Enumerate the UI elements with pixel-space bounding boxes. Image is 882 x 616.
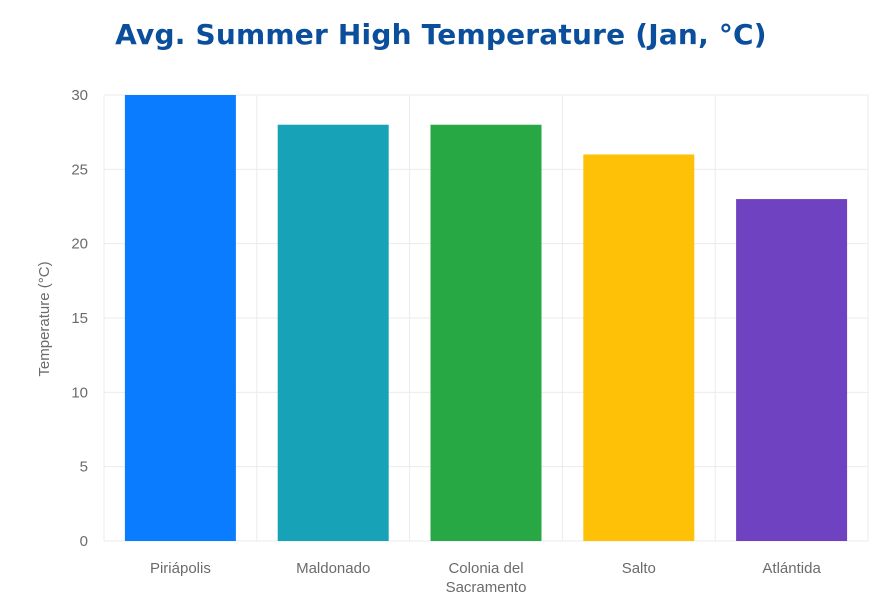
bars [124,95,848,542]
bar [124,95,236,541]
y-tick-label: 15 [71,310,88,327]
x-tick-label: Salto [622,560,656,577]
y-axis-ticks: 0 5 10 15 20 25 30 [71,87,88,550]
y-tick-label: 20 [71,236,88,253]
y-tick-label: 5 [80,459,88,476]
x-axis-ticks: Piriápolis Maldonado Colonia del Sacramento… [150,560,821,596]
y-tick-label: 30 [71,87,88,104]
y-tick-label: 0 [80,533,88,550]
x-tick-label: Atlántida [762,560,821,577]
bar [583,154,695,541]
chart-title: Avg. Summer High Temperature (Jan, °C) [115,18,767,51]
y-tick-label: 10 [71,384,88,401]
x-tick-label: Piriápolis [150,560,211,577]
x-tick-label: Colonia del Sacramento [446,560,527,596]
bar [430,124,542,541]
y-tick-label: 25 [71,161,88,178]
bar [736,199,848,542]
bar [277,124,389,541]
y-axis-title: Temperature (°C) [36,261,53,376]
x-tick-label: Maldonado [296,560,370,577]
